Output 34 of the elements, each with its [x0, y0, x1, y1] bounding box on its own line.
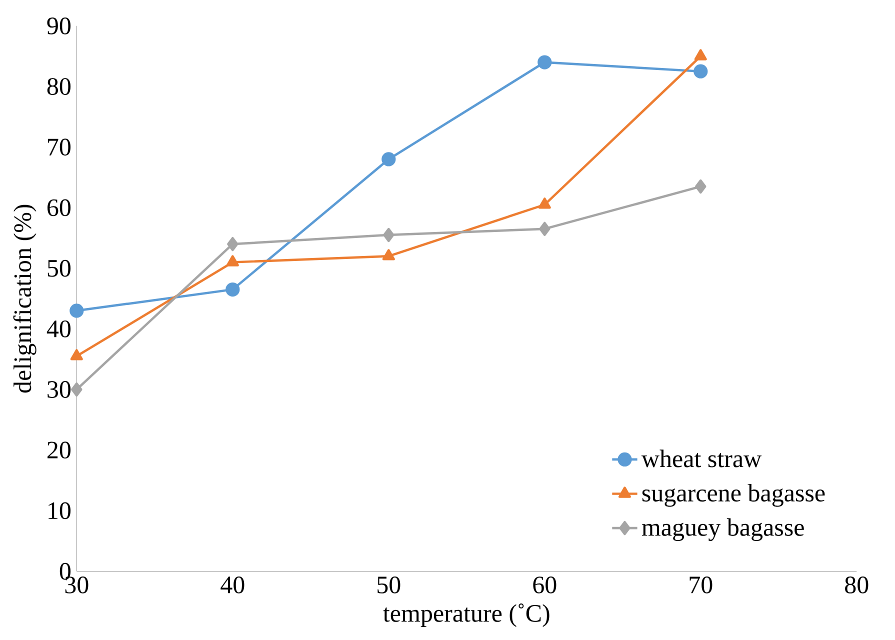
- y-axis-title: delignification (%): [13, 204, 36, 392]
- y-tick-label: 20: [48, 442, 71, 458]
- x-axis-title: temperature (˚C): [383, 603, 550, 627]
- y-tick-label: 10: [48, 502, 71, 520]
- point: [694, 49, 707, 60]
- point: [227, 236, 238, 252]
- x-tick-label: 40: [220, 576, 244, 594]
- point: [70, 304, 84, 318]
- x-tick-label: 60: [533, 576, 556, 594]
- point: [382, 249, 395, 260]
- point: [383, 228, 394, 242]
- point: [226, 282, 240, 296]
- point: [694, 64, 708, 78]
- point: [382, 152, 396, 166]
- point: [539, 222, 550, 236]
- legend-label: sugarcene bagasse: [642, 484, 825, 507]
- y-tick-label: 90: [47, 17, 71, 34]
- y-tick-label: 80: [47, 78, 71, 95]
- point: [226, 255, 239, 266]
- x-tick-label: 50: [378, 576, 400, 594]
- point: [538, 55, 552, 70]
- point: [71, 382, 82, 396]
- point: [695, 179, 706, 194]
- x-tick-label: 80: [845, 576, 868, 594]
- legend-label: wheat straw: [641, 450, 762, 468]
- y-tick-label: 70: [48, 138, 71, 156]
- y-tick-label: 60: [48, 199, 71, 216]
- legend-label: maguey bagasse: [642, 518, 804, 541]
- y-tick-label: 30: [48, 380, 71, 398]
- x-tick-label: 70: [690, 576, 712, 594]
- y-tick-label: 50: [48, 260, 71, 277]
- point: [538, 198, 551, 209]
- point: [70, 349, 83, 360]
- y-tick-label: 40: [46, 320, 71, 338]
